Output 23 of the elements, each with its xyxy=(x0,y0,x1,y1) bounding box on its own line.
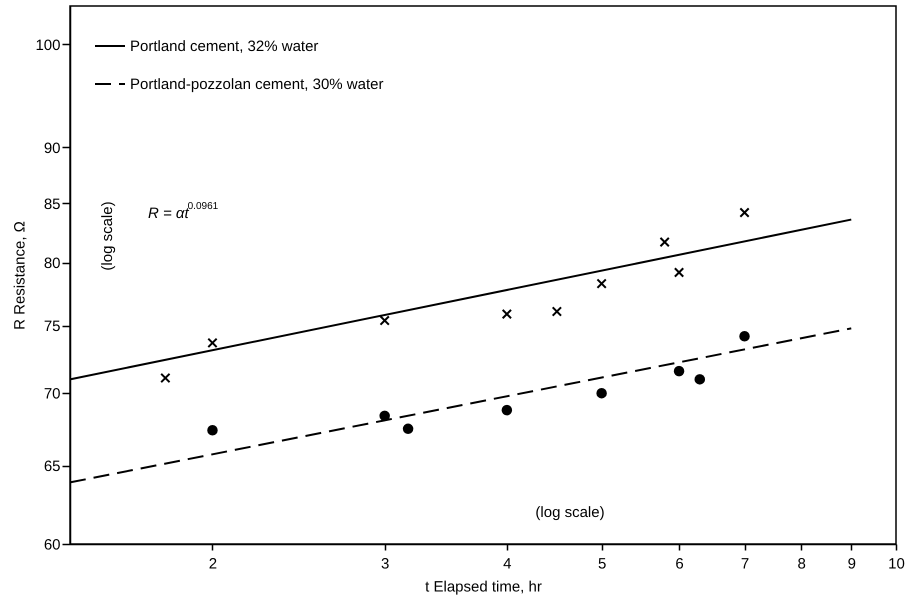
y-tick-label: 80 xyxy=(44,255,60,272)
x-tick-label: 8 xyxy=(798,556,806,572)
x-tick-label: 2 xyxy=(208,556,218,572)
y-axis-title: R Resistance, Ω xyxy=(11,221,28,330)
x-tick-label: 4 xyxy=(503,556,512,572)
legend-label: Portland-pozzolan cement, 30% water xyxy=(130,76,384,93)
x-tick-label: 7 xyxy=(740,556,750,572)
x-tick-label: 6 xyxy=(675,556,684,572)
legend-label: Portland cement, 32% water xyxy=(130,38,318,55)
y-tick-label: 75 xyxy=(44,318,60,336)
y-tick-label: 85 xyxy=(44,196,60,213)
annotation: (log scale) xyxy=(99,201,116,271)
y-tick-label: 70 xyxy=(44,386,60,403)
y-tick-label: 65 xyxy=(44,458,60,476)
annotation: (log scale) xyxy=(535,504,605,521)
y-tick-label: 100 xyxy=(35,36,60,54)
x-tick-label: 3 xyxy=(381,556,390,572)
y-tick-label: 60 xyxy=(44,536,60,554)
x-tick-label: 5 xyxy=(598,556,606,572)
x-tick-label: 9 xyxy=(848,556,856,572)
y-tick-label: 90 xyxy=(44,140,60,157)
x-axis-title: t Elapsed time, hr xyxy=(425,578,542,596)
x-tick-label: 10 xyxy=(888,556,905,572)
